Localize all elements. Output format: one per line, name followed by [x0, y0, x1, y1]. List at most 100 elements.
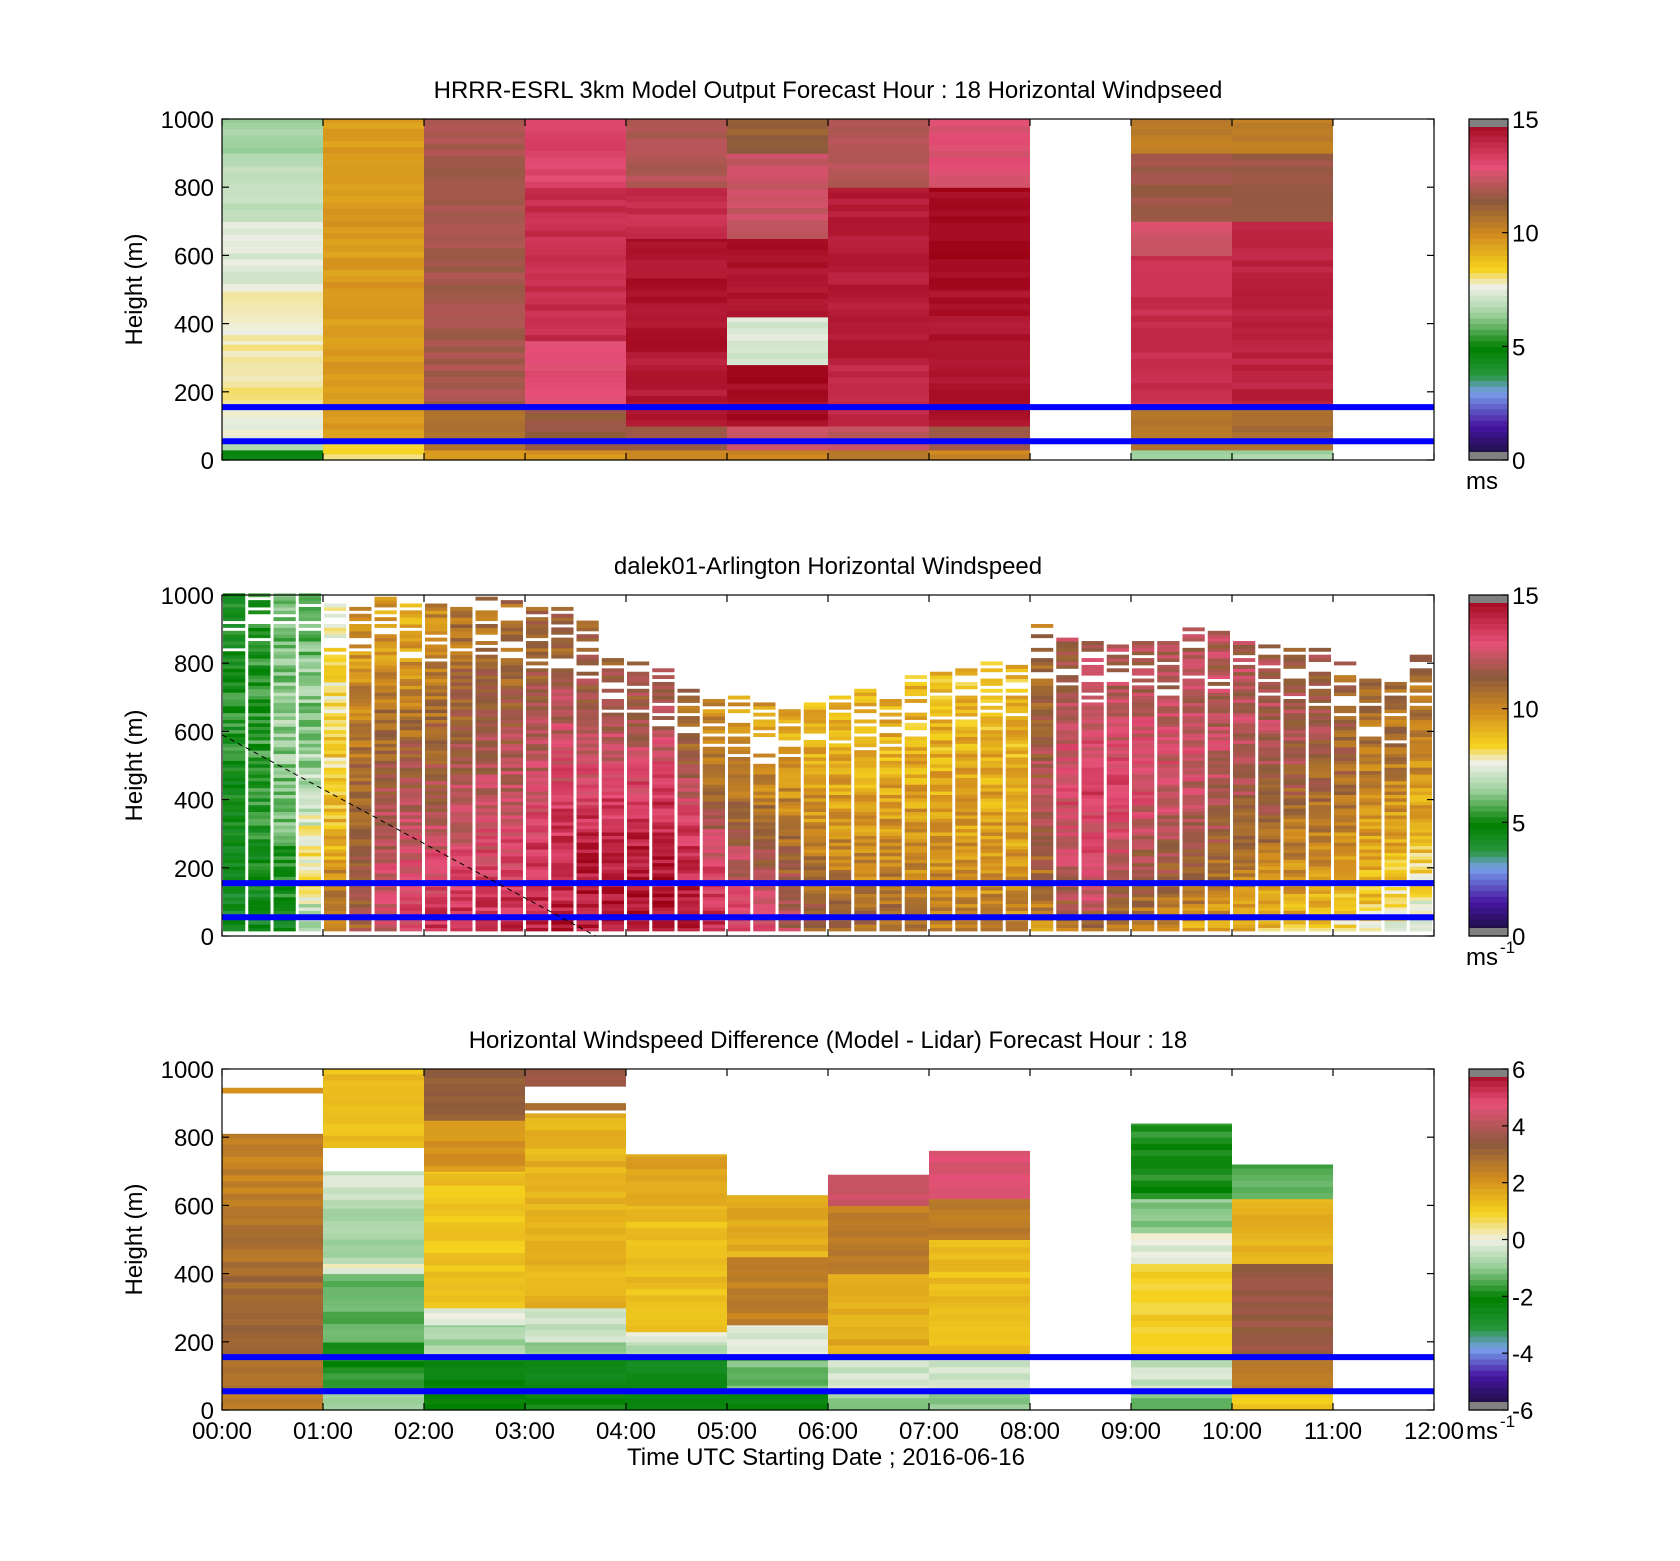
heatmap-cell [1233, 896, 1256, 901]
heatmap-cell [1031, 705, 1054, 710]
heatmap-cell [829, 876, 852, 881]
heatmap-cell [500, 658, 523, 662]
heatmap-cell [803, 811, 826, 816]
heatmap-cell [576, 838, 599, 843]
heatmap-cell [1005, 896, 1028, 901]
heatmap-cell [1132, 774, 1155, 778]
heatmap-cell [500, 794, 523, 799]
heatmap-cell [778, 893, 801, 898]
heatmap-cell [298, 750, 321, 755]
heatmap-cell [1081, 658, 1104, 662]
heatmap-cell [425, 767, 448, 772]
heatmap-cell [424, 1077, 525, 1084]
heatmap-cell [929, 389, 1030, 396]
heatmap-cell [424, 339, 525, 347]
heatmap-cell [273, 692, 296, 697]
heatmap-cell [778, 866, 801, 871]
colorbar-segment [1469, 680, 1508, 687]
heatmap-cell [526, 716, 549, 720]
heatmap-cell [223, 658, 246, 662]
heatmap-cell [778, 767, 801, 772]
heatmap-cell [1081, 811, 1104, 816]
heatmap-cell [324, 739, 347, 744]
heatmap-cell [399, 866, 422, 871]
heatmap-cell [1182, 634, 1205, 639]
colorbar-segment [1469, 896, 1508, 903]
heatmap-cell [727, 1287, 828, 1295]
heatmap-cell [500, 872, 523, 877]
heatmap-cell [1131, 134, 1232, 142]
heatmap-cell [298, 770, 321, 775]
colorbar-segment [1469, 380, 1508, 387]
heatmap-cell [828, 1295, 929, 1303]
heatmap-cell [727, 1244, 828, 1252]
heatmap-cell [576, 620, 599, 625]
heatmap-cell [450, 753, 473, 758]
heatmap-cell [829, 695, 852, 700]
heatmap-cell [475, 866, 498, 871]
heatmap-cell [803, 835, 826, 840]
heatmap-cell [854, 780, 877, 785]
heatmap-cell [1132, 784, 1155, 789]
heatmap-cell [1081, 866, 1104, 871]
heatmap-cell [601, 750, 624, 755]
heatmap-cell [1233, 927, 1256, 932]
heatmap-cell [1359, 927, 1382, 932]
heatmap-cell [1132, 733, 1155, 738]
heatmap-cell [526, 733, 549, 738]
heatmap-cell [1409, 924, 1432, 928]
heatmap-cell [298, 900, 321, 905]
heatmap-cell [222, 166, 323, 173]
heatmap-cell [222, 1162, 323, 1170]
heatmap-cell [223, 678, 246, 683]
heatmap-cell [1207, 760, 1230, 765]
heatmap-cell [374, 896, 397, 901]
heatmap-cell [1334, 855, 1357, 860]
heatmap-cell [627, 729, 650, 734]
heatmap-cell [1106, 889, 1129, 894]
heatmap-cell [1056, 893, 1079, 898]
heatmap-cell [1359, 804, 1382, 809]
heatmap-cell [1031, 726, 1054, 731]
heatmap-cell [450, 746, 473, 751]
heatmap-cell [324, 658, 347, 662]
heatmap-cell [1207, 770, 1230, 775]
heatmap-cell [955, 855, 978, 860]
heatmap-cell [1207, 893, 1230, 898]
heatmap-cell [425, 729, 448, 734]
heatmap-cell [753, 845, 776, 850]
heatmap-cell [425, 719, 448, 724]
heatmap-cell [1157, 784, 1180, 789]
heatmap-cell [955, 889, 978, 894]
heatmap-cell [677, 910, 700, 915]
heatmap-cell [425, 774, 448, 778]
heatmap-cell [298, 600, 321, 605]
heatmap-cell [374, 637, 397, 642]
heatmap-cell [828, 431, 929, 439]
heatmap-cell [601, 791, 624, 795]
heatmap-cell [627, 886, 650, 891]
heatmap-cell [1207, 838, 1230, 843]
heatmap-cell [601, 658, 624, 662]
heatmap-cell [1232, 265, 1333, 273]
heatmap-cell [627, 855, 650, 860]
heatmap-cell [1132, 763, 1155, 768]
heatmap-cell [626, 1360, 727, 1368]
heatmap-cell [1409, 831, 1432, 836]
heatmap-cell [222, 271, 323, 278]
heatmap-cell [626, 1193, 727, 1200]
heatmap-cell [1005, 763, 1028, 768]
heatmap-cell [323, 1104, 424, 1112]
heatmap-cell [475, 896, 498, 901]
heatmap-cell [324, 794, 347, 799]
heatmap-cell [1005, 668, 1028, 673]
heatmap-cell [374, 743, 397, 748]
heatmap-cell [652, 808, 675, 813]
heatmap-cell [1233, 835, 1256, 840]
heatmap-cell [526, 606, 549, 611]
heatmap-cell [551, 681, 574, 686]
heatmap-cell [1409, 760, 1432, 765]
heatmap-cell [1384, 681, 1407, 686]
heatmap-cell [450, 743, 473, 748]
